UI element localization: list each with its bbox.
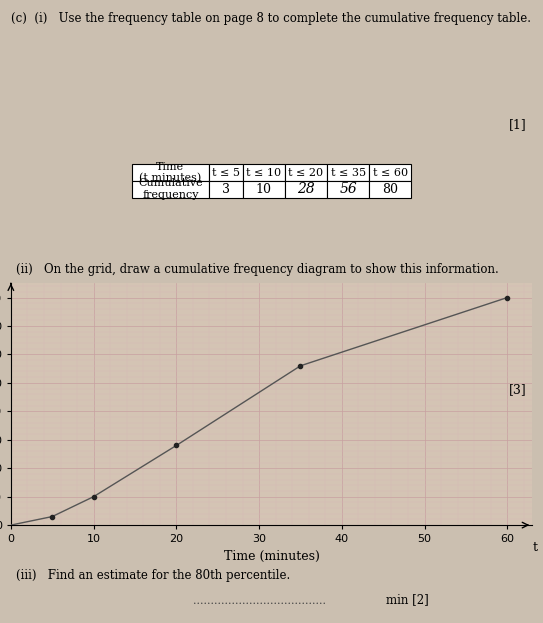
Text: (iii)   Find an estimate for the 80th percentile.: (iii) Find an estimate for the 80th perc… bbox=[16, 569, 291, 582]
Text: (c)  (i)   Use the frequency table on page 8 to complete the cumulative frequenc: (c) (i) Use the frequency table on page … bbox=[11, 12, 531, 26]
X-axis label: Time (minutes): Time (minutes) bbox=[224, 549, 319, 563]
Text: [1]: [1] bbox=[509, 118, 527, 131]
Text: [3]: [3] bbox=[509, 383, 527, 396]
Text: t: t bbox=[532, 541, 537, 554]
Text: min [2]: min [2] bbox=[386, 592, 429, 606]
Text: (ii)   On the grid, draw a cumulative frequency diagram to show this information: (ii) On the grid, draw a cumulative freq… bbox=[16, 263, 499, 275]
Text: ......................................: ...................................... bbox=[193, 596, 326, 606]
